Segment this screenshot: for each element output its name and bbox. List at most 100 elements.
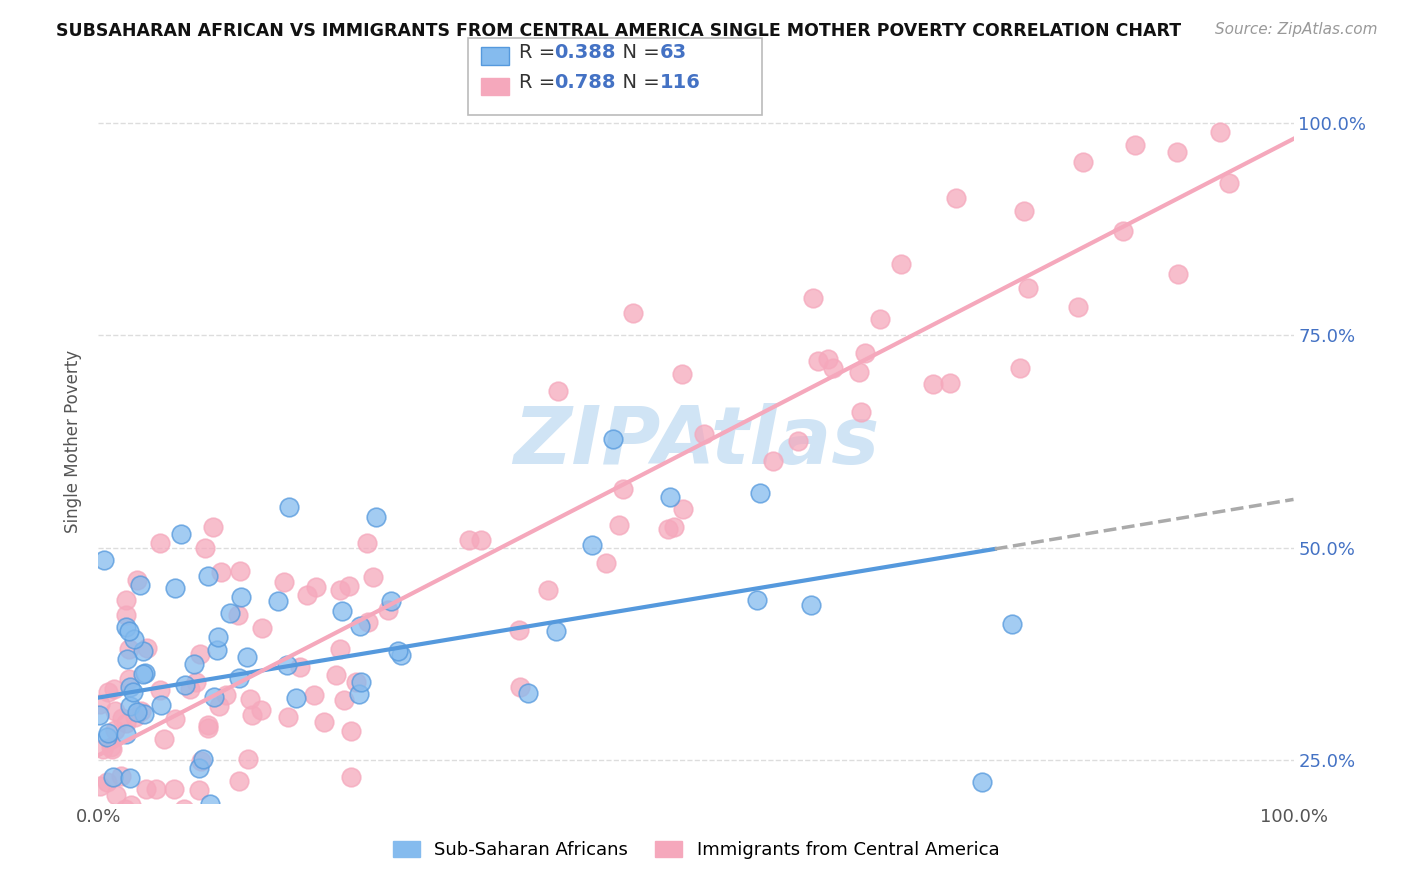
Text: 116: 116 <box>659 73 700 93</box>
Point <box>290 659 312 673</box>
Point <box>127 809 149 823</box>
Text: 63: 63 <box>659 43 686 62</box>
Point <box>890 257 912 271</box>
Point <box>117 672 139 686</box>
Point <box>581 538 603 552</box>
Point <box>671 367 693 381</box>
Point <box>207 630 229 644</box>
Point <box>799 598 821 612</box>
Point <box>612 482 634 496</box>
Point <box>1209 125 1232 139</box>
Point <box>104 704 127 718</box>
Point <box>337 579 360 593</box>
Point <box>389 648 412 662</box>
Point <box>693 427 716 442</box>
Point <box>194 541 217 555</box>
Point <box>134 706 156 721</box>
Point <box>350 675 373 690</box>
Point <box>278 500 301 514</box>
Point <box>190 755 212 769</box>
Point <box>242 708 264 723</box>
Point <box>187 783 209 797</box>
Point <box>150 698 173 712</box>
Point <box>1112 224 1135 238</box>
Point <box>357 615 380 630</box>
Point <box>595 556 617 570</box>
Point <box>662 519 685 533</box>
Point <box>229 590 252 604</box>
Point <box>1167 267 1189 281</box>
Point <box>100 742 122 756</box>
Point <box>305 580 328 594</box>
Point <box>97 726 120 740</box>
Point <box>114 608 136 623</box>
Point <box>122 632 145 646</box>
Point <box>208 699 231 714</box>
Point <box>228 671 250 685</box>
Point <box>229 564 252 578</box>
Point <box>202 690 225 704</box>
Point <box>659 490 682 504</box>
Point <box>329 582 352 597</box>
Point <box>174 678 197 692</box>
Point <box>458 533 481 548</box>
Point <box>228 773 250 788</box>
Point <box>853 345 876 359</box>
Point <box>1218 176 1240 190</box>
Point <box>120 798 142 813</box>
Point <box>235 650 257 665</box>
Text: Source: ZipAtlas.com: Source: ZipAtlas.com <box>1215 22 1378 37</box>
Point <box>118 698 141 713</box>
Point <box>267 593 290 607</box>
Point <box>508 623 530 637</box>
Point <box>349 619 371 633</box>
Point <box>122 890 145 892</box>
Point <box>114 727 136 741</box>
Point <box>163 581 186 595</box>
Point <box>173 802 195 816</box>
Point <box>129 704 152 718</box>
Point <box>762 454 785 468</box>
Point <box>179 682 201 697</box>
Point <box>749 486 772 500</box>
Point <box>302 688 325 702</box>
Point <box>1017 281 1039 295</box>
Point <box>284 690 307 705</box>
Point <box>115 838 138 853</box>
Point <box>149 682 172 697</box>
Point <box>115 592 138 607</box>
Point <box>238 692 260 706</box>
Point <box>163 712 186 726</box>
Point <box>186 674 208 689</box>
Point <box>547 384 569 398</box>
Point <box>179 807 201 822</box>
Point <box>118 680 141 694</box>
Point <box>273 574 295 589</box>
Point <box>153 732 176 747</box>
Point <box>817 352 839 367</box>
Point <box>205 643 228 657</box>
Point <box>115 651 138 665</box>
Point <box>470 533 492 547</box>
Point <box>188 760 211 774</box>
Y-axis label: Single Mother Poverty: Single Mother Poverty <box>65 350 83 533</box>
Text: N =: N = <box>610 73 666 93</box>
Point <box>361 570 384 584</box>
Point <box>219 814 242 829</box>
Point <box>135 781 157 796</box>
Point <box>149 536 172 550</box>
Point <box>347 687 370 701</box>
Point <box>87 707 110 722</box>
Point <box>100 739 122 754</box>
Point <box>114 802 136 816</box>
Point <box>972 775 994 789</box>
Text: N =: N = <box>610 43 666 62</box>
Point <box>1067 300 1090 314</box>
Point <box>276 658 298 673</box>
Point <box>117 624 139 639</box>
Point <box>96 775 118 789</box>
Point <box>188 647 211 661</box>
Point <box>672 502 695 516</box>
Point <box>96 730 118 744</box>
Point <box>602 433 624 447</box>
